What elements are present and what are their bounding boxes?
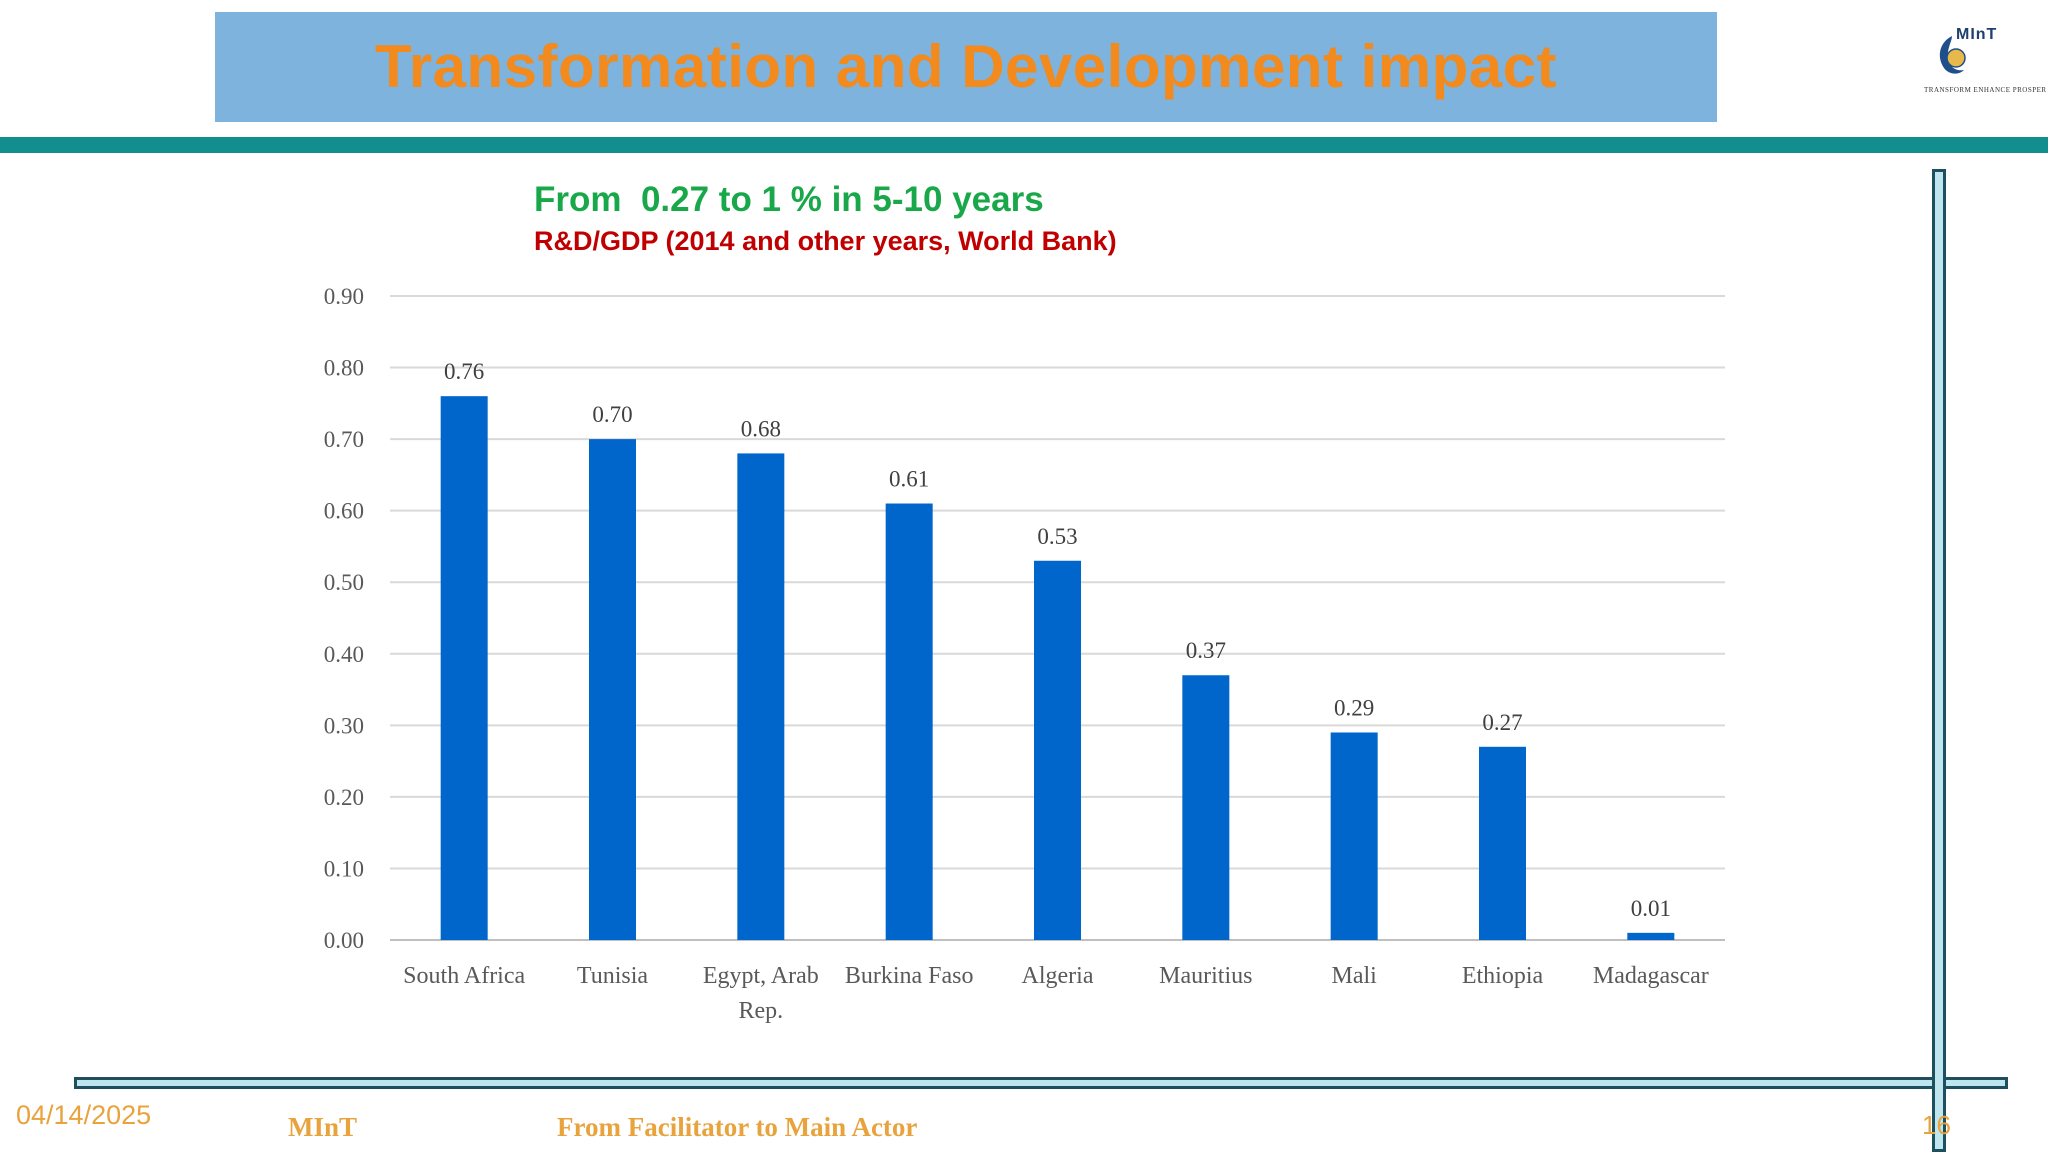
- x-tick-label: Tunisia: [577, 963, 648, 989]
- y-tick-label: 0.40: [324, 642, 364, 667]
- bar: [1330, 732, 1378, 940]
- y-tick-label: 0.90: [324, 284, 364, 309]
- data-label: 0.37: [1186, 638, 1226, 663]
- data-label: 0.27: [1482, 710, 1522, 735]
- footer-divider: [74, 1077, 2008, 1089]
- logo-text: MInT: [1956, 26, 1998, 43]
- slide-title: Transformation and Development impact: [374, 33, 1558, 100]
- right-divider: [1932, 169, 1946, 1152]
- x-tick-label: South Africa: [403, 963, 525, 989]
- footer-tagline: From Facilitator to Main Actor: [557, 1112, 918, 1142]
- bar: [1182, 675, 1230, 940]
- y-tick-label: 0.60: [324, 499, 364, 524]
- footer-date: 04/14/2025: [16, 1100, 152, 1130]
- bar: [1034, 560, 1081, 940]
- data-label: 0.76: [444, 359, 484, 384]
- x-tick-label: Madagascar: [1593, 963, 1709, 989]
- x-tick-label: Rep.: [738, 998, 783, 1024]
- data-label: 0.68: [741, 416, 781, 441]
- data-label: 0.01: [1631, 896, 1671, 921]
- bar: [885, 503, 933, 940]
- mint-logo: MInT TRANSFORM ENHANCE PROSPER: [1920, 24, 2046, 104]
- chart-title: From 0.27 to 1 % in 5-10 years: [534, 180, 1044, 219]
- page-number: 16: [1922, 1110, 1951, 1140]
- y-tick-label: 0.20: [324, 785, 364, 810]
- x-tick-label: Burkina Faso: [845, 963, 974, 989]
- y-tick-label: 0.30: [324, 713, 364, 738]
- y-tick-label: 0.70: [324, 427, 364, 452]
- chart-subtitle: R&D/GDP (2014 and other years, World Ban…: [534, 226, 1117, 256]
- y-tick-label: 0.10: [324, 856, 364, 881]
- y-tick-label: 0.00: [324, 928, 364, 953]
- y-tick-label: 0.50: [324, 570, 364, 595]
- data-label: 0.70: [592, 402, 632, 427]
- logo-subtext: TRANSFORM ENHANCE PROSPER: [1924, 86, 2047, 94]
- x-tick-label: Mali: [1332, 963, 1378, 989]
- header-divider: [0, 137, 2048, 153]
- x-tick-label: Algeria: [1022, 963, 1094, 989]
- x-tick-label: Mauritius: [1159, 963, 1252, 989]
- data-label: 0.29: [1334, 695, 1374, 720]
- globe-leaf-icon: [1939, 36, 1966, 74]
- bar: [589, 439, 636, 940]
- slide-title-box: Transformation and Development impact: [215, 12, 1717, 122]
- x-tick-label: Egypt, Arab: [703, 963, 819, 989]
- bar: [440, 396, 488, 941]
- bar: [737, 453, 785, 940]
- bar: [1479, 746, 1526, 940]
- footer-org: MInT: [288, 1112, 358, 1142]
- y-tick-label: 0.80: [324, 356, 364, 381]
- data-label: 0.61: [889, 467, 929, 492]
- data-label: 0.53: [1037, 524, 1077, 549]
- bar: [1627, 932, 1675, 940]
- x-tick-label: Ethiopia: [1462, 963, 1544, 989]
